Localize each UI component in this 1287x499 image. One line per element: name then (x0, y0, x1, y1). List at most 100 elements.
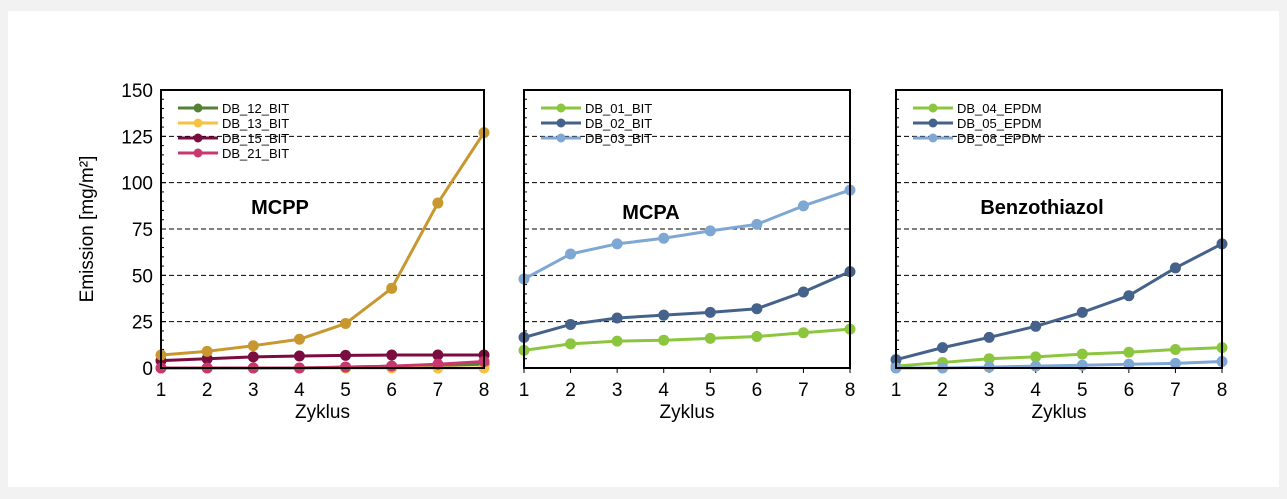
data-point (340, 318, 352, 330)
legend-swatch-marker (928, 118, 938, 128)
data-point (1076, 306, 1088, 318)
x-tick-label: 3 (984, 380, 995, 401)
legend-entry: DB_08_EPDM (913, 131, 1042, 146)
plot-frame (160, 89, 485, 369)
legend-swatch-marker (556, 118, 566, 128)
legend-swatch-marker (928, 103, 938, 113)
data-point (797, 286, 809, 298)
chart-panel-0: 0 25 50 75 100 125 150 1 2 3 4 5 6 7 8 Zyklus Emission [… (77, 81, 490, 423)
legend-swatch-marker (928, 133, 938, 143)
data-point (565, 338, 577, 350)
chart-panel-2: 1 2 3 4 5 6 7 8ZyklusBenzothiazolDB_04_EPDMDB_0… (890, 89, 1228, 423)
data-point (611, 335, 623, 347)
data-point (1076, 348, 1088, 360)
series-line-DB_15_BIT (160, 353, 484, 363)
x-tick-label: 7 (1170, 380, 1181, 401)
x-tick-label: 4 (658, 380, 669, 401)
series-line-DB_05_EPDM (895, 242, 1223, 362)
legend-swatch-marker (193, 148, 203, 158)
panel-title: MCPP (251, 197, 309, 219)
data-point (797, 327, 809, 339)
legend-label: DB_13_BIT (222, 116, 289, 131)
legend-swatch-marker (556, 103, 566, 113)
data-point (386, 349, 398, 361)
data-point (1169, 343, 1181, 355)
legend-swatch-marker (193, 118, 203, 128)
legend-entry: DB_21_BIT (178, 146, 289, 161)
x-tick-label: 5 (340, 380, 351, 401)
data-point (1123, 346, 1135, 358)
data-point (658, 232, 670, 244)
data-point (432, 349, 444, 361)
x-tick-label: 4 (1030, 380, 1041, 401)
chart-panel-1: 1 2 3 4 5 6 7 8 Zyklus MCPA DB_01_BITDB_02_BITDB_0… (518, 89, 856, 423)
legend-label: DB_08_EPDM (957, 131, 1042, 146)
plot-frame (895, 89, 1223, 369)
x-tick-label: 4 (294, 380, 305, 401)
legend-swatch-marker (193, 103, 203, 113)
data-point (704, 332, 716, 344)
x-tick-label: 6 (1124, 380, 1135, 401)
x-axis-label: Zyklus (295, 402, 350, 423)
legend-label: DB_02_BIT (585, 116, 652, 131)
legend-label: DB_03_BIT (585, 131, 652, 146)
data-point (1169, 262, 1181, 274)
x-tick-label: 1 (519, 380, 530, 401)
chart-figure: 0 25 50 75 100 125 150 1 2 3 4 5 6 7 8 Zyklus Emission [… (8, 11, 1279, 487)
legend-entry: DB_02_BIT (541, 116, 652, 131)
x-tick-label: 2 (202, 380, 213, 401)
series-line-DB_01_BIT (523, 327, 851, 352)
panel-title: Benzothiazol (980, 197, 1103, 219)
data-point (704, 306, 716, 318)
data-point (386, 282, 398, 294)
x-tick-label: 5 (1077, 380, 1088, 401)
legend-entry: DB_05_EPDM (913, 116, 1042, 131)
data-point (247, 351, 259, 363)
legend-label: DB_04_EPDM (957, 101, 1042, 116)
data-point (1030, 360, 1042, 372)
series-line-DB_02_BIT (523, 270, 851, 339)
data-point (565, 318, 577, 330)
y-tick-label: 125 (121, 127, 153, 148)
data-point (983, 331, 995, 343)
x-tick-label: 3 (248, 380, 259, 401)
legend-entry: DB_12_BIT (178, 101, 289, 116)
x-tick-label: 8 (845, 380, 856, 401)
panel-title: MCPA (622, 202, 679, 224)
x-tick-label: 7 (433, 380, 444, 401)
legend-entry: DB_03_BIT (541, 131, 652, 146)
data-point (751, 330, 763, 342)
legend-entry: DB_15_BIT (178, 131, 289, 146)
data-point (937, 342, 949, 354)
x-tick-label: 5 (705, 380, 716, 401)
y-tick-label: 0 (142, 359, 153, 380)
data-point (432, 197, 444, 209)
x-tick-label: 2 (565, 380, 576, 401)
data-point (201, 345, 213, 357)
data-point (611, 312, 623, 324)
plot-frame (523, 89, 851, 369)
data-point (658, 334, 670, 346)
y-tick-label: 75 (132, 220, 153, 241)
x-tick-label: 1 (156, 380, 167, 401)
data-point (658, 309, 670, 321)
data-point (751, 303, 763, 315)
x-axis-label: Zyklus (1032, 402, 1087, 423)
legend-entry: DB_04_EPDM (913, 101, 1042, 116)
data-point (1076, 359, 1088, 371)
x-tick-label: 6 (752, 380, 763, 401)
x-tick-label: 6 (386, 380, 397, 401)
data-point (293, 333, 305, 345)
series-line-unnamed-4 (160, 131, 486, 357)
x-tick-label: 8 (479, 380, 490, 401)
legend-label: DB_01_BIT (585, 101, 652, 116)
x-tick-label: 7 (798, 380, 809, 401)
y-axis-label: Emission [mg/m²] (77, 156, 98, 303)
data-point (340, 349, 352, 361)
x-tick-label: 8 (1217, 380, 1228, 401)
data-point (1123, 290, 1135, 302)
y-tick-label: 150 (121, 81, 153, 102)
legend-entry: DB_01_BIT (541, 101, 652, 116)
data-point (797, 200, 809, 212)
